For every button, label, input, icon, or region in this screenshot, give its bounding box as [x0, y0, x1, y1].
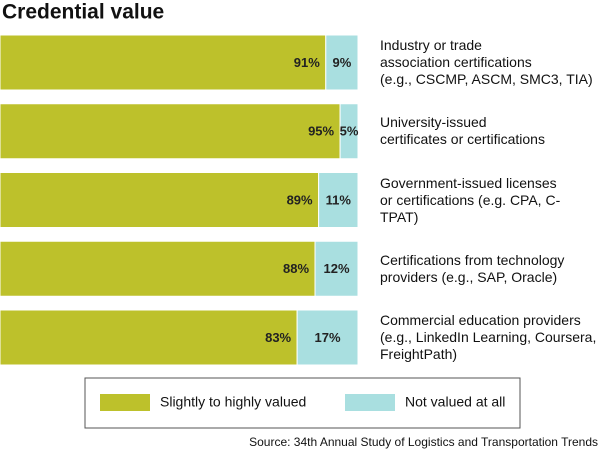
value-label: 95% — [308, 124, 334, 139]
bar-segment — [0, 240, 316, 297]
legend-swatch — [345, 394, 395, 411]
legend-swatch — [100, 394, 150, 411]
bar-segment — [0, 172, 320, 228]
bar-segment — [296, 309, 359, 366]
chart-title: Credential value — [2, 1, 164, 24]
bar-segment — [318, 172, 359, 228]
legend-label: Slightly to highly valued — [160, 394, 306, 410]
bar-segment — [314, 240, 359, 297]
bar-segment — [339, 103, 359, 160]
value-label: 12% — [324, 261, 350, 276]
legend-label: Not valued at all — [405, 394, 505, 410]
category-label: Government-issued licenses or certificat… — [380, 174, 561, 225]
value-label: 83% — [265, 330, 291, 345]
value-label: 5% — [340, 124, 359, 139]
value-label: 91% — [294, 55, 320, 70]
category-label: Certifications from technology providers… — [380, 251, 565, 285]
value-label: 89% — [287, 192, 313, 207]
value-label: 17% — [315, 330, 341, 345]
category-label: Commercial education providers (e.g., Li… — [380, 312, 597, 362]
bar-segment — [0, 309, 298, 366]
value-label: 88% — [283, 261, 309, 276]
value-label: 9% — [332, 55, 351, 70]
bar-segment — [0, 103, 341, 160]
value-label: 11% — [326, 192, 352, 207]
source: Source: 34th Annual Study of Logistics a… — [249, 435, 598, 449]
bar-segment — [325, 34, 359, 91]
category-label: Industry or trade association certificat… — [380, 37, 593, 87]
bar-segment — [0, 34, 327, 91]
category-label: University-issued certificates or certif… — [380, 114, 545, 148]
legend-box — [84, 377, 521, 429]
